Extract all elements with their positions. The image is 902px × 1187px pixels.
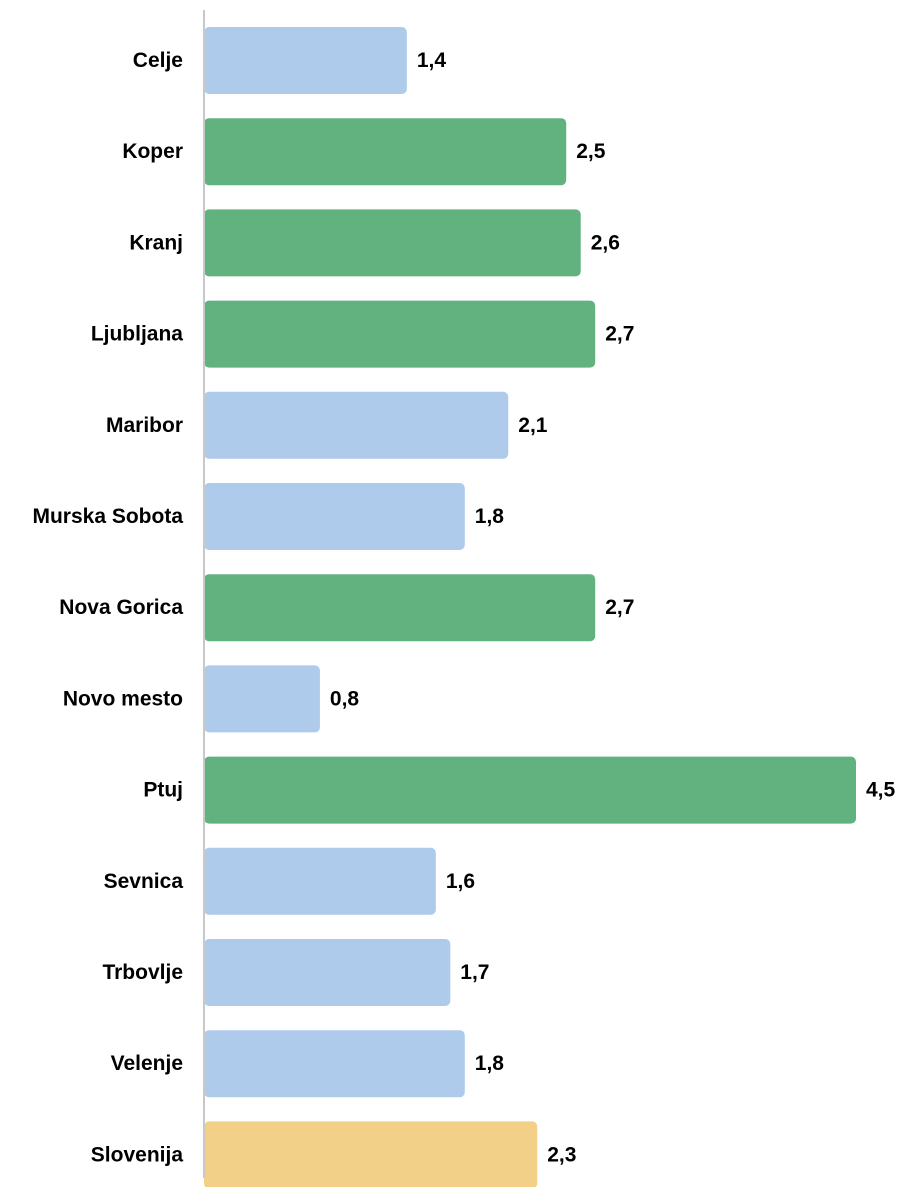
bar-ptuj xyxy=(204,756,856,824)
value-label-slovenija: 2,3 xyxy=(547,1143,576,1166)
category-label-murska-sobota: Murska Sobota xyxy=(32,505,183,528)
bar-murska-sobota xyxy=(204,483,465,550)
category-label-ljubljana: Ljubljana xyxy=(91,323,183,346)
value-label-sevnica: 1,6 xyxy=(446,870,475,893)
category-label-slovenija: Slovenija xyxy=(91,1143,184,1166)
value-label-velenje: 1,8 xyxy=(475,1052,505,1075)
bar-trbovlje xyxy=(204,939,451,1006)
bar-slovenija xyxy=(204,1121,538,1187)
category-label-novo-mesto: Novo mesto xyxy=(63,687,183,710)
value-label-koper: 2,5 xyxy=(576,140,606,163)
value-label-ptuj: 4,5 xyxy=(866,779,896,802)
category-label-koper: Koper xyxy=(122,140,183,163)
value-label-ljubljana: 2,7 xyxy=(605,323,634,346)
value-label-maribor: 2,1 xyxy=(518,414,548,437)
value-label-nova-gorica: 2,7 xyxy=(605,596,634,619)
bar-nova-gorica xyxy=(204,574,596,642)
value-label-kranj: 2,6 xyxy=(591,231,620,254)
bar-koper xyxy=(204,118,567,186)
bar-celje xyxy=(204,27,407,94)
bar-sevnica xyxy=(204,847,436,915)
value-label-novo-mesto: 0,8 xyxy=(330,687,360,710)
category-label-ptuj: Ptuj xyxy=(143,779,183,802)
bar-novo-mesto xyxy=(204,665,320,733)
category-labels-group: Celje Koper Kranj Ljubljana Maribor Murska So… xyxy=(32,49,183,1166)
bar-maribor xyxy=(204,391,509,459)
value-label-murska-sobota: 1,8 xyxy=(475,505,505,528)
value-labels-group: 1,4 2,5 2,6 2,7 2,1 1,8 2,7 0,8 4,5 1,6 1,7 1,8 2,3 xyxy=(330,49,896,1166)
value-label-celje: 1,4 xyxy=(417,49,447,72)
category-label-velenje: Velenje xyxy=(111,1052,183,1075)
bar-kranj xyxy=(204,209,581,277)
bars-group xyxy=(204,27,856,1187)
category-label-maribor: Maribor xyxy=(106,414,183,437)
category-label-kranj: Kranj xyxy=(129,231,183,254)
category-label-nova-gorica: Nova Gorica xyxy=(59,596,183,619)
category-label-trbovlje: Trbovlje xyxy=(102,961,183,984)
bar-velenje xyxy=(204,1030,465,1098)
bar-ljubljana xyxy=(204,300,596,368)
category-label-celje: Celje xyxy=(133,49,183,72)
category-label-sevnica: Sevnica xyxy=(104,870,184,893)
value-label-trbovlje: 1,7 xyxy=(460,961,489,984)
